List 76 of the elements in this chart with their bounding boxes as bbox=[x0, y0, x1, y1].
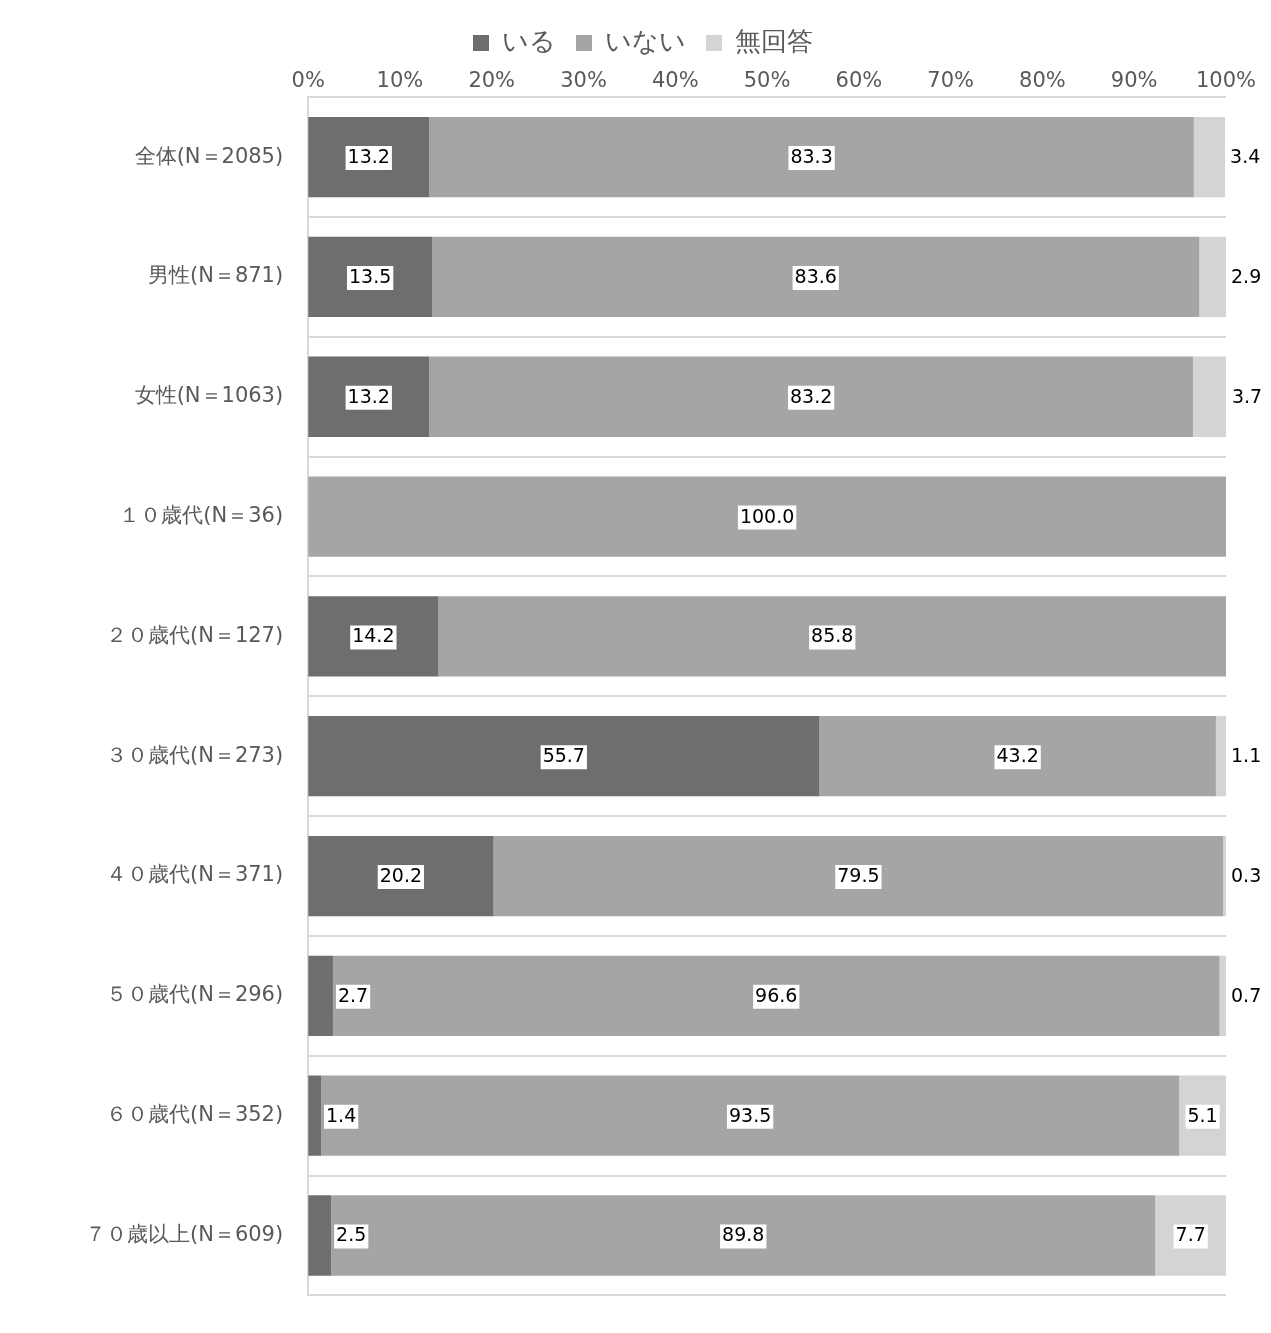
bar bbox=[332, 955, 1220, 1036]
x-tick-label: 30% bbox=[560, 68, 607, 93]
data-label: 55.7 bbox=[542, 744, 585, 767]
data-label: 83.6 bbox=[794, 264, 837, 287]
data-label: 0.3 bbox=[1231, 863, 1262, 886]
data-label: 96.6 bbox=[755, 983, 798, 1006]
bar bbox=[493, 835, 1224, 917]
data-label: 89.8 bbox=[722, 1223, 765, 1246]
bar bbox=[308, 835, 494, 917]
y-tick-label: 全体(N＝2085) bbox=[134, 143, 284, 168]
bar bbox=[308, 1195, 332, 1276]
y-tick-label: １０歳代(N＝36) bbox=[119, 503, 284, 528]
bar bbox=[321, 1075, 1180, 1156]
bar bbox=[308, 955, 333, 1036]
data-label: 83.2 bbox=[789, 384, 833, 407]
data-label: 13.5 bbox=[348, 264, 392, 287]
bar bbox=[308, 476, 1226, 557]
bar bbox=[432, 236, 1200, 318]
bar bbox=[308, 596, 439, 677]
legend-label: いない bbox=[605, 25, 686, 56]
y-tick-label: 女性(N＝1063) bbox=[134, 383, 284, 408]
data-label: 5.1 bbox=[1187, 1103, 1218, 1126]
bar bbox=[308, 236, 433, 318]
data-label: 1.4 bbox=[326, 1103, 357, 1126]
data-label: 1.1 bbox=[1231, 744, 1262, 767]
x-tick-label: 50% bbox=[743, 68, 791, 93]
y-tick-label: ２０歳代(N＝127) bbox=[105, 622, 284, 647]
x-tick-label: 80% bbox=[1019, 68, 1066, 93]
y-tick-label: ６０歳代(N＝352) bbox=[105, 1102, 284, 1127]
data-label: 43.2 bbox=[996, 744, 1039, 767]
y-tick-label: ５０歳代(N＝296) bbox=[105, 982, 284, 1007]
bar bbox=[429, 356, 1193, 437]
data-label: 0.7 bbox=[1231, 983, 1262, 1006]
bar bbox=[1215, 716, 1226, 797]
data-label: 83.3 bbox=[790, 145, 833, 168]
x-tick-label: 10% bbox=[376, 68, 424, 93]
x-tick-label: 100% bbox=[1195, 68, 1257, 93]
x-tick-label: 0% bbox=[291, 68, 325, 93]
data-label: 3.7 bbox=[1231, 384, 1263, 407]
legend-label: 無回答 bbox=[735, 25, 813, 56]
data-label: 2.7 bbox=[337, 983, 369, 1006]
data-label: 79.5 bbox=[837, 863, 880, 886]
data-label: 20.2 bbox=[379, 863, 423, 886]
data-label: 93.5 bbox=[728, 1103, 772, 1126]
y-tick-label: ４０歳代(N＝371) bbox=[105, 862, 284, 887]
x-tick-label: 70% bbox=[927, 68, 974, 93]
bar bbox=[331, 1195, 1156, 1276]
x-tick-label: 40% bbox=[651, 68, 699, 93]
bar bbox=[308, 116, 430, 198]
x-tick-label: 20% bbox=[468, 68, 516, 93]
bar bbox=[429, 116, 1194, 198]
y-tick-label: ３０歳代(N＝273) bbox=[105, 742, 284, 767]
y-tick-label: 男性(N＝871) bbox=[147, 263, 284, 288]
y-tick-label: ７０歳以上(N＝609) bbox=[84, 1221, 284, 1246]
data-label: 13.2 bbox=[347, 145, 390, 168]
data-label: 2.9 bbox=[1231, 264, 1262, 287]
bar bbox=[1192, 356, 1226, 437]
bar bbox=[308, 356, 430, 437]
bar bbox=[438, 596, 1226, 677]
data-label: 14.2 bbox=[352, 624, 395, 647]
data-label: 13.2 bbox=[347, 384, 390, 407]
bar bbox=[1223, 835, 1226, 917]
bar bbox=[308, 1075, 322, 1156]
data-label: 100.0 bbox=[739, 504, 795, 527]
legend-label: いる bbox=[502, 25, 556, 56]
x-tick-label: 60% bbox=[835, 68, 883, 93]
data-label: 3.4 bbox=[1230, 145, 1261, 168]
x-tick-label: 90% bbox=[1110, 68, 1158, 93]
data-label: 2.5 bbox=[336, 1223, 367, 1246]
bar bbox=[819, 716, 1216, 797]
bar bbox=[1219, 955, 1226, 1036]
bar bbox=[308, 716, 820, 797]
bar bbox=[1199, 236, 1226, 318]
data-label: 7.7 bbox=[1175, 1223, 1206, 1246]
bar bbox=[1193, 116, 1226, 198]
data-label: 85.8 bbox=[811, 624, 854, 647]
